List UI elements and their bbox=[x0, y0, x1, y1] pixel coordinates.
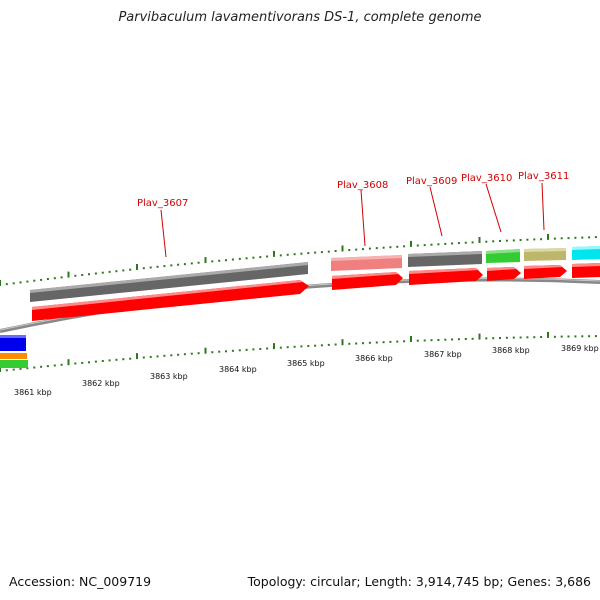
kbp-label-3862: 3862 kbp bbox=[82, 379, 120, 388]
kbp-label-3867: 3867 kbp bbox=[424, 350, 462, 359]
gene-label-plav-3608: Plav_3608 bbox=[337, 180, 388, 191]
kbp-label-3868: 3868 kbp bbox=[492, 346, 530, 355]
cds-plav-3611[interactable] bbox=[524, 265, 567, 279]
kbp-label-3863: 3863 kbp bbox=[150, 372, 188, 381]
inner-tick-marks bbox=[0, 331, 597, 372]
kbp-label-3865: 3865 kbp bbox=[287, 359, 325, 368]
genome-summary-text: Topology: circular; Length: 3,914,745 bp… bbox=[247, 574, 591, 589]
cds-plav-3607[interactable] bbox=[32, 280, 309, 321]
kbp-label-3861: 3861 kbp bbox=[14, 388, 52, 397]
gene-blue-partial[interactable] bbox=[0, 335, 26, 351]
gene-label-plav-3610: Plav_3610 bbox=[461, 173, 512, 184]
gene-label-plav-3607: Plav_3607 bbox=[137, 198, 188, 209]
outer-tick-marks bbox=[0, 233, 597, 286]
kbp-label-3864: 3864 kbp bbox=[219, 365, 257, 374]
accession-text: Accession: NC_009719 bbox=[9, 574, 152, 589]
map-title: Parvibaculum lavamentivorans DS-1, compl… bbox=[118, 10, 482, 25]
gene-label-plav-3609: Plav_3609 bbox=[406, 176, 457, 187]
gene-green-partial[interactable] bbox=[0, 360, 28, 368]
kbp-label-3869: 3869 kbp bbox=[561, 344, 599, 353]
kbp-label-3866: 3866 kbp bbox=[355, 354, 393, 363]
gene-orange-partial[interactable] bbox=[0, 353, 27, 359]
gene-label-plav-3611: Plav_3611 bbox=[518, 171, 569, 182]
cds-plav-3610[interactable] bbox=[487, 267, 521, 281]
